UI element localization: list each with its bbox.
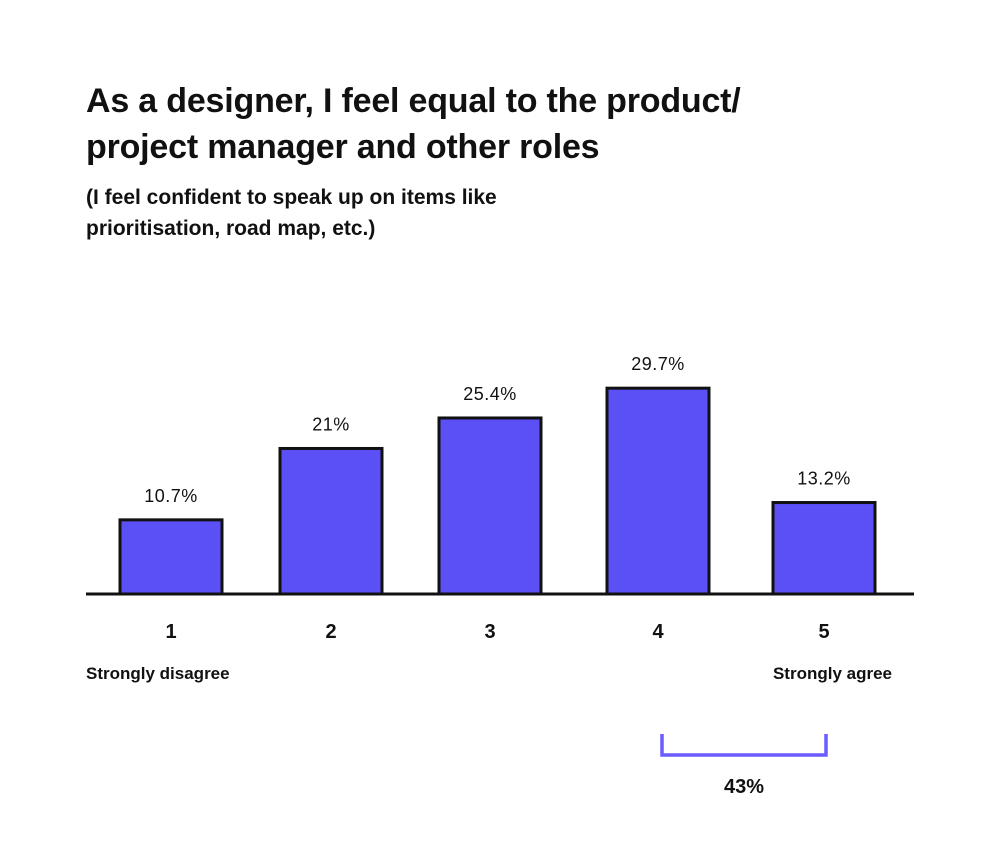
bar-2 (278, 446, 384, 596)
scale-label-low: Strongly disagree (86, 664, 230, 683)
bar-4 (605, 386, 711, 596)
scale-label-high: Strongly agree (773, 664, 892, 683)
combined-bracket (660, 734, 828, 757)
bar-1 (118, 518, 224, 596)
bar-value-label-2: 21% (312, 414, 350, 434)
bar-value-label-1: 10.7% (144, 486, 198, 506)
category-label-1: 1 (165, 621, 176, 643)
bar-5 (771, 501, 877, 596)
bar-value-label-4: 29.7% (631, 354, 685, 374)
chart-title: As a designer, I feel equal to the produ… (86, 82, 741, 166)
bar-value-label-5: 13.2% (797, 469, 851, 489)
category-label-5: 5 (818, 621, 829, 643)
bar-3 (437, 416, 543, 596)
combined-percentage-label: 43% (724, 776, 764, 798)
category-label-2: 2 (325, 621, 336, 643)
category-label-4: 4 (652, 621, 664, 643)
bar-value-label-3: 25.4% (463, 384, 517, 404)
category-label-3: 3 (484, 621, 495, 643)
chart-subtitle: (I feel confident to speak up on items l… (86, 186, 497, 240)
